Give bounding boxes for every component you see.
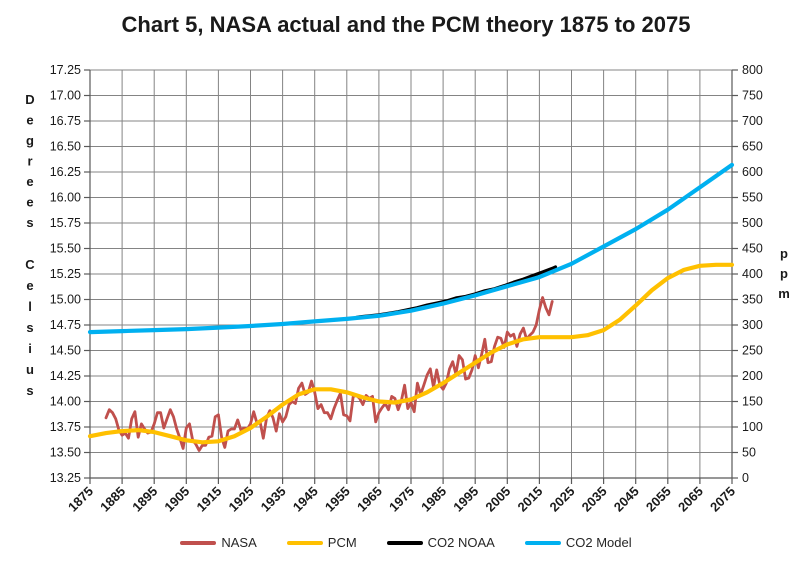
y-right-tick-label: 800 <box>742 63 763 77</box>
y-right-tick-label: 550 <box>742 191 763 205</box>
legend-label: CO2 Model <box>565 535 632 550</box>
y-left-tick-label: 16.00 <box>50 191 81 205</box>
y-right-axis-title-letter: m <box>778 286 790 301</box>
legend-swatch-icon <box>180 540 217 545</box>
y-right-tick-label: 200 <box>742 369 763 383</box>
y-left-axis-title-letter: s <box>26 215 33 230</box>
x-tick-label: 1995 <box>450 484 481 515</box>
y-right-tick-label: 600 <box>742 165 763 179</box>
x-tick-label: 1955 <box>322 484 353 515</box>
x-tick-label: 1905 <box>161 484 192 515</box>
y-right-tick-label: 450 <box>742 242 763 256</box>
y-left-tick-label: 13.75 <box>50 420 81 434</box>
x-tick-label: 2015 <box>514 484 545 515</box>
y-right-tick-label: 0 <box>742 471 749 485</box>
x-tick-label: 1935 <box>258 484 289 515</box>
y-right-tick-label: 50 <box>742 446 756 460</box>
y-right-tick-label: 150 <box>742 395 763 409</box>
y-left-axis-title-letter: e <box>26 195 33 210</box>
legend-swatch-icon <box>286 540 323 545</box>
y-left-tick-label: 13.25 <box>50 471 81 485</box>
x-tick-label: 2005 <box>482 484 513 515</box>
y-left-axis-title-letter: g <box>26 133 34 148</box>
y-left-tick-label: 16.50 <box>50 140 81 154</box>
y-right-tick-label: 100 <box>742 420 763 434</box>
legend-label: CO2 NOAA <box>427 535 495 550</box>
legend-item-co2-model: CO2 Model <box>524 535 632 550</box>
series-line-co2-model <box>87 162 735 335</box>
y-left-tick-label: 13.50 <box>50 446 81 460</box>
y-left-axis-title-letter: r <box>27 154 32 169</box>
x-tick-label: 1925 <box>226 484 257 515</box>
legend-label: NASA <box>221 535 257 550</box>
legend: NASA PCM CO2 NOAA CO2 Model <box>0 535 812 550</box>
y-left-axis-title-letter: u <box>26 362 34 377</box>
x-tick-label: 1945 <box>290 484 321 515</box>
y-right-tick-label: 350 <box>742 293 763 307</box>
x-tick-label: 1975 <box>386 484 417 515</box>
legend-item-pcm: PCM <box>286 535 357 550</box>
x-tick-label: 1895 <box>129 484 160 515</box>
y-left-tick-label: 17.00 <box>50 89 81 103</box>
y-right-tick-label: 750 <box>742 89 763 103</box>
y-right-tick-label: 250 <box>742 344 763 358</box>
x-tick-label: 2065 <box>675 484 706 515</box>
series-line-pcm <box>87 262 735 445</box>
y-left-axis-title-letter: s <box>26 383 33 398</box>
y-left-tick-label: 16.75 <box>50 114 81 128</box>
y-left-tick-label: 15.25 <box>50 267 81 281</box>
legend-swatch-icon <box>524 540 561 545</box>
x-tick-label: 1875 <box>65 484 96 515</box>
y-left-tick-label: 15.50 <box>50 242 81 256</box>
y-left-axis-title-letter: e <box>26 174 33 189</box>
y-left-tick-label: 14.25 <box>50 369 81 383</box>
x-tick-label: 1915 <box>193 484 224 515</box>
legend-swatch-icon <box>386 540 423 545</box>
legend-label: PCM <box>327 535 357 550</box>
chart-title: Chart 5, NASA actual and the PCM theory … <box>121 12 691 37</box>
x-tick-label: 1985 <box>418 484 449 515</box>
y-left-axis-title-letter: i <box>28 341 32 356</box>
y-left-axis-title-letter: e <box>26 278 33 293</box>
y-left-tick-label: 15.00 <box>50 293 81 307</box>
legend-item-nasa: NASA <box>180 535 257 550</box>
y-left-axis-title-letter: D <box>25 92 34 107</box>
y-left-tick-label: 14.75 <box>50 318 81 332</box>
y-left-axis-title-letter: s <box>26 320 33 335</box>
y-left-tick-label: 15.75 <box>50 216 81 230</box>
y-left-tick-label: 16.25 <box>50 165 81 179</box>
y-right-tick-label: 400 <box>742 267 763 281</box>
y-left-axis-title-letter: e <box>26 113 33 128</box>
y-right-tick-label: 650 <box>742 140 763 154</box>
x-tick-label: 2055 <box>643 484 674 515</box>
y-right-tick-label: 700 <box>742 114 763 128</box>
y-left-tick-label: 14.00 <box>50 395 81 409</box>
x-tick-label: 1965 <box>354 484 385 515</box>
x-tick-label: 1885 <box>97 484 128 515</box>
y-left-axis-title-letter: l <box>28 299 32 314</box>
y-right-axis-title-letter: p <box>780 246 788 261</box>
y-right-tick-label: 500 <box>742 216 763 230</box>
x-tick-label: 2045 <box>611 484 642 515</box>
y-right-axis-title-letter: p <box>780 266 788 281</box>
y-right-tick-label: 300 <box>742 318 763 332</box>
y-left-axis-title-letter: C <box>25 257 35 272</box>
y-left-tick-label: 17.25 <box>50 63 81 77</box>
y-left-tick-label: 14.50 <box>50 344 81 358</box>
x-tick-label: 2035 <box>579 484 610 515</box>
x-tick-label: 2025 <box>547 484 578 515</box>
x-tick-label: 2075 <box>707 484 738 515</box>
legend-item-co2-noaa: CO2 NOAA <box>386 535 495 550</box>
